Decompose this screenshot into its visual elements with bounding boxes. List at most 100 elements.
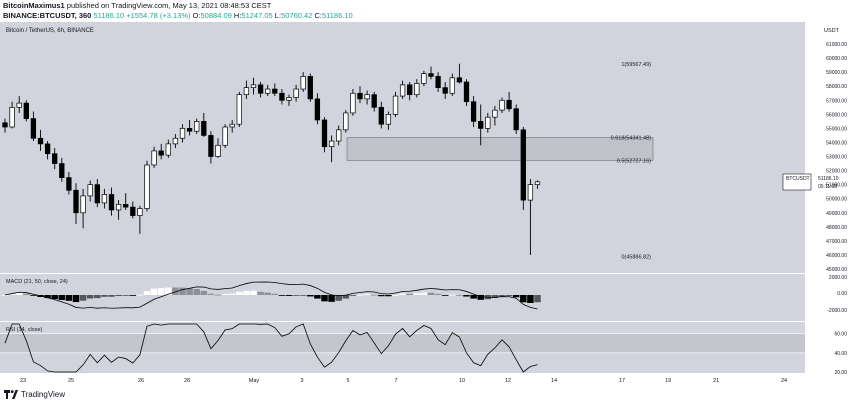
candle: [172, 134, 179, 149]
candle-body: [87, 184, 93, 197]
y-tick-label: 57000.00: [826, 98, 847, 104]
candle-body: [250, 84, 257, 88]
macd-bar: [79, 295, 87, 301]
macd-bar: [207, 293, 215, 295]
candle: [286, 94, 292, 106]
macd-title: MACD (21, 50, close, 24): [6, 279, 68, 285]
tradingview-logo[interactable]: TradingView: [4, 390, 65, 399]
candle: [527, 179, 534, 255]
candle-body: [80, 195, 86, 214]
publish-info: published on TradingView.com, May 13, 20…: [66, 1, 272, 10]
macd-bar: [505, 295, 513, 297]
y-tick-label: 49000.00: [826, 211, 847, 217]
y-tick-label: 45000.00: [826, 267, 847, 273]
y-tick-label: 58000.00: [826, 84, 847, 90]
candle: [321, 117, 328, 153]
price-scale-background[interactable]: [805, 22, 850, 385]
macd-bar: [307, 295, 314, 297]
candle: [428, 66, 434, 80]
time-scale-background[interactable]: [0, 373, 805, 385]
macd-bar: [214, 294, 222, 296]
author-name[interactable]: BitcoinMaximus1: [3, 1, 65, 10]
candle: [16, 96, 22, 113]
candle: [66, 171, 72, 195]
low-label: L:: [274, 11, 282, 20]
y-tick-label: 48000.00: [826, 225, 847, 231]
macd-bar: [165, 287, 172, 295]
macd-bar: [520, 295, 527, 303]
macd-bar: [122, 295, 129, 296]
candle: [371, 91, 377, 112]
candle: [236, 91, 242, 128]
x-tick-label: 7: [394, 378, 397, 384]
candle-body: [428, 73, 434, 77]
candle: [470, 96, 477, 128]
y-tick-label: 50000.00: [826, 197, 847, 203]
y-tick-label: 47000.00: [826, 239, 847, 245]
macd-bar: [370, 294, 378, 296]
candle: [215, 138, 221, 158]
macd-bar: [44, 295, 51, 299]
macd-bar: [236, 291, 243, 295]
candle-body: [9, 106, 15, 128]
price-badge-price: 51186.10: [818, 176, 839, 182]
tradingview-brand: TradingView: [21, 390, 66, 399]
price-change: +1554.78 (+3.13%): [126, 11, 191, 20]
candle: [279, 89, 285, 105]
candle-body: [456, 77, 463, 83]
macd-bar: [186, 288, 193, 295]
rsi-indicator: [0, 323, 805, 373]
symbol-interval: BINANCE:BTCUSDT, 360: [3, 11, 92, 20]
trading-chart[interactable]: 1(59567.49) 0.618(54341.48) 0.5(52727.16) 0…: [0, 22, 850, 385]
chart-footer: TradingView: [0, 385, 850, 403]
macd-bar: [115, 295, 122, 297]
candle: [478, 104, 484, 146]
candle-body: [293, 88, 299, 98]
x-tick-label: 26: [138, 378, 144, 384]
macd-bar: [527, 295, 534, 303]
candle: [257, 82, 264, 98]
chart-header: BitcoinMaximus1 published on TradingView…: [0, 0, 850, 22]
candle: [229, 119, 235, 133]
macd-bar: [271, 293, 279, 295]
candle-body: [520, 129, 526, 201]
symbol-line: BINANCE:BTCUSDT, 360 51186.10 +1554.78 (…: [3, 11, 353, 20]
rsi-tick-label: 60.00: [834, 332, 847, 338]
macd-bar: [363, 294, 371, 295]
candle-body: [513, 108, 519, 131]
candle-body: [257, 84, 264, 94]
candle: [414, 79, 420, 98]
macd-bar: [15, 292, 23, 295]
x-tick-label: 3: [300, 378, 303, 384]
macd-bar: [221, 294, 229, 295]
candle: [101, 188, 108, 209]
candle: [357, 86, 363, 104]
fib-retracement[interactable]: 1(59567.49) 0.618(54341.48) 0.5(52727.16) 0…: [346, 62, 654, 261]
rsi-tick-label: 40.00: [834, 351, 847, 357]
candle-body: [279, 92, 285, 101]
x-tick-label: 5: [346, 378, 349, 384]
macd-pane-background[interactable]: [0, 274, 805, 321]
macd-bar: [335, 295, 342, 301]
candle: [463, 79, 470, 106]
candle: [243, 80, 250, 99]
candle: [201, 112, 207, 137]
macd-bar: [129, 295, 137, 296]
candle: [115, 200, 122, 220]
x-tick-label: 14: [551, 378, 557, 384]
price-badge-symbol: BTCUSDT: [786, 176, 810, 182]
macd-bar: [456, 294, 463, 296]
candle: [485, 112, 491, 133]
candle-body: [300, 76, 306, 90]
candle: [336, 125, 342, 146]
macd-bar: [257, 291, 264, 295]
candle-body: [506, 99, 512, 110]
macd-bar: [470, 295, 477, 299]
candle: [456, 63, 463, 84]
candle-body: [478, 121, 484, 129]
macd-bar: [264, 292, 271, 295]
macd-bar: [498, 295, 506, 297]
candle: [37, 129, 44, 151]
fib-golden-zone[interactable]: [346, 137, 654, 161]
x-tick-label: 24: [781, 378, 787, 384]
